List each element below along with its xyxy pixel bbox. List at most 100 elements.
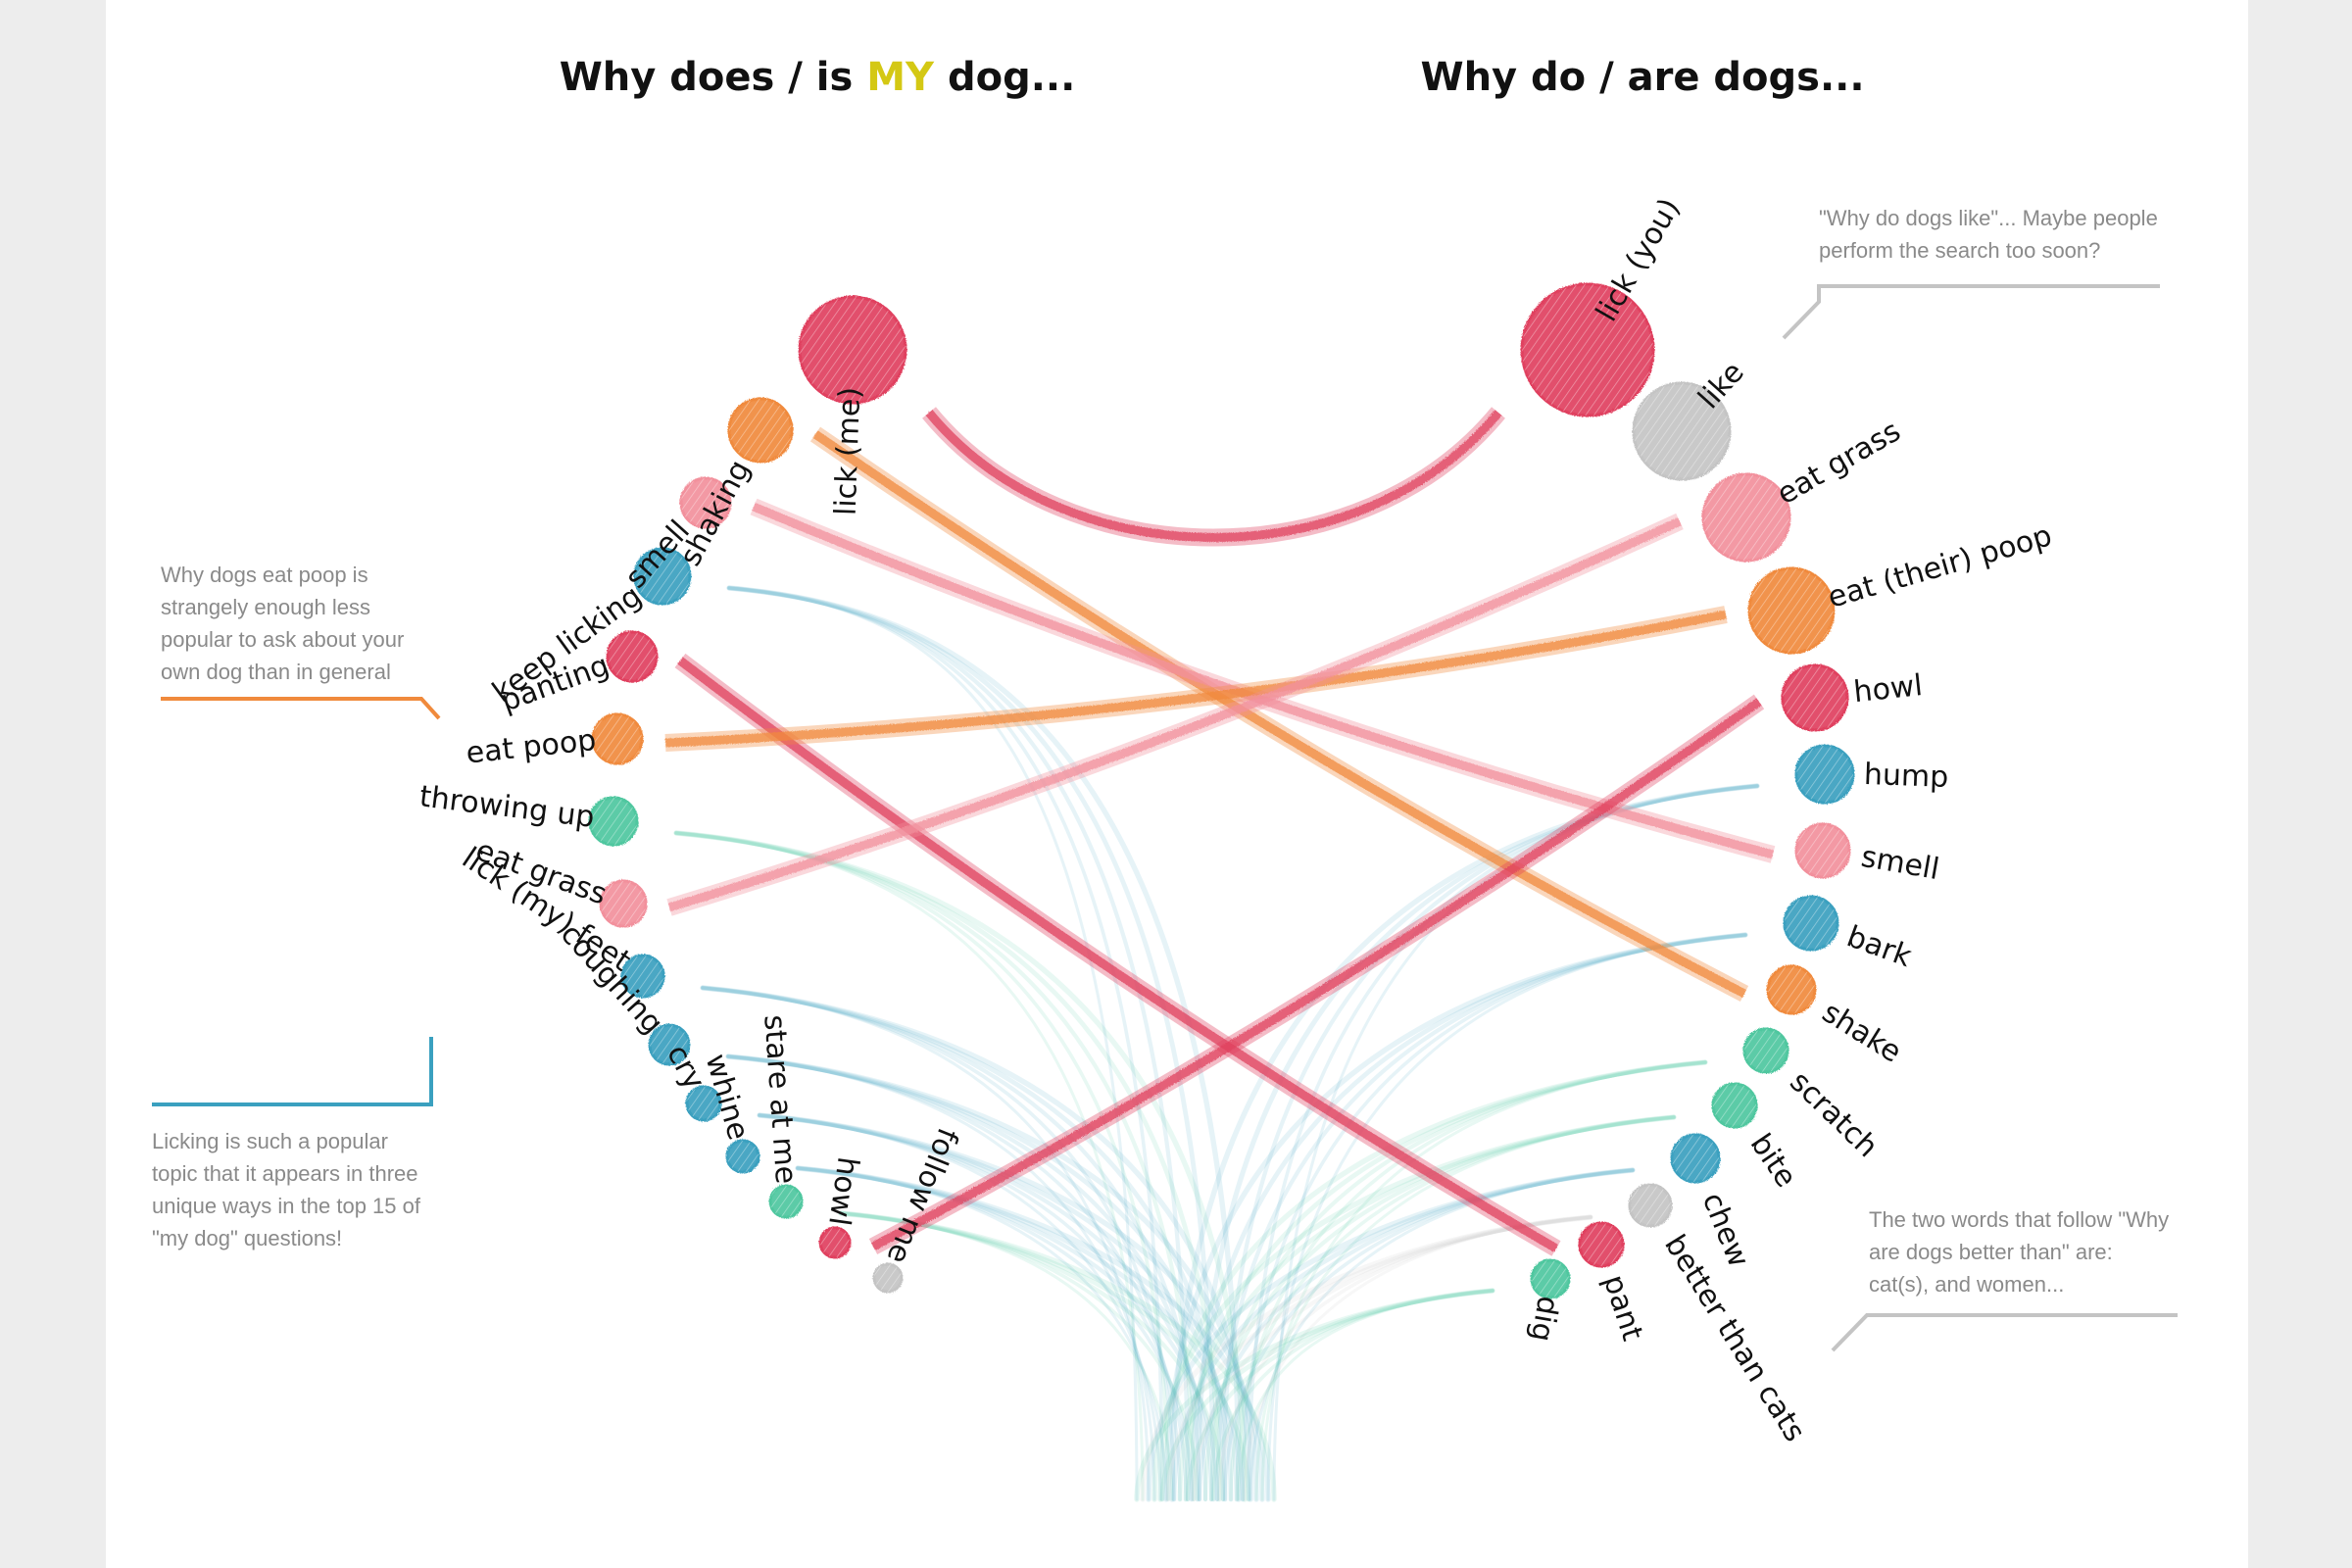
faded-arc <box>726 585 1242 1502</box>
left-node-hatch <box>635 549 690 604</box>
right-node-pant <box>1578 1221 1625 1268</box>
right-node-hatch <box>1796 824 1849 877</box>
faded-arc <box>757 1112 1214 1502</box>
faded-arc <box>1241 933 1747 1501</box>
left-label-stare-at-me: stare at me <box>757 1013 803 1185</box>
right-node-hatch <box>1768 966 1815 1013</box>
faded-arc <box>1202 1114 1677 1502</box>
faded-arc <box>700 985 1202 1502</box>
faded-arc <box>758 1113 1188 1501</box>
faded-arc <box>839 1211 1200 1501</box>
connection-howl-to-howl <box>868 694 1765 1254</box>
faded-arc <box>674 831 1170 1501</box>
left-node-hatch <box>622 956 663 997</box>
right-label-howl: howl <box>1852 668 1925 710</box>
left-node-coughing <box>648 1023 691 1066</box>
connection-panting-to-pant <box>674 653 1561 1256</box>
annotation-line: unique ways in the top 15 of <box>152 1194 421 1218</box>
connection-eat-grass-to-eat-grass <box>666 513 1684 916</box>
faded-arc <box>1140 1214 1593 1502</box>
faded-arc <box>1169 783 1760 1502</box>
connection-arc <box>667 516 1682 912</box>
right-label-bark: bark <box>1842 919 1917 974</box>
faded-arc <box>726 585 1191 1502</box>
faded-arc <box>1243 1215 1592 1501</box>
right-node-dig <box>1530 1258 1571 1299</box>
faded-arc <box>726 585 1216 1502</box>
annotation-line: "Why do dogs like"... Maybe people <box>1819 206 2158 230</box>
left-node-eat-poop <box>591 712 644 765</box>
right-node-hatch <box>1580 1223 1623 1266</box>
faded-arc <box>1191 1214 1593 1502</box>
left-node-eat-grass <box>599 879 648 928</box>
right-label-eat-their-poop: eat (their) poop <box>1824 518 2055 615</box>
faded-arc <box>1237 1289 1494 1501</box>
left-node-panting <box>606 630 659 683</box>
left-node-hatch <box>727 1141 759 1172</box>
right-node-hatch <box>1703 474 1789 561</box>
right-node-bite <box>1711 1082 1758 1129</box>
left-title: Why does / is MY dog... <box>560 55 1076 100</box>
annotation-leader-line <box>1831 1313 2178 1352</box>
right-node-bark <box>1783 895 1839 952</box>
left-node-lick-me <box>798 295 907 405</box>
faded-arc <box>725 1054 1234 1502</box>
right-node-hatch <box>1630 1185 1671 1226</box>
left-label-eat-poop: eat poop <box>465 723 598 771</box>
left-node-throwing-up <box>588 796 639 847</box>
right-node-scratch <box>1742 1027 1789 1074</box>
annotation-licking-note: Licking is such a popular topic that it a… <box>152 1037 433 1250</box>
right-label-dig: dig <box>1524 1294 1566 1345</box>
left-node-hatch <box>593 714 642 763</box>
right-node-hump <box>1794 744 1855 805</box>
left-node-stare-at-me <box>768 1184 804 1219</box>
right-node-like <box>1632 381 1732 481</box>
annotation-line: cat(s), and women... <box>1869 1272 2064 1297</box>
faded-arc <box>1217 1215 1592 1501</box>
annotation-line: perform the search too soon? <box>1819 238 2100 263</box>
faded-arc <box>795 1165 1246 1502</box>
faded-arc <box>1165 1214 1593 1502</box>
connection-arc <box>870 698 1762 1250</box>
faded-arc <box>1177 1114 1677 1502</box>
annotation-line: popular to ask about your <box>161 627 404 652</box>
right-title: Why do / are dogs... <box>1420 55 1864 100</box>
faded-arc <box>1220 783 1760 1502</box>
right-node-howl <box>1781 663 1849 732</box>
left-title-suffix: dog... <box>934 55 1075 100</box>
faded-arc <box>725 1054 1208 1502</box>
faded-arc <box>757 1112 1240 1502</box>
faded-arc <box>1189 932 1748 1502</box>
annotation-line: Licking is such a popular <box>152 1129 388 1153</box>
faded-arc <box>795 1165 1271 1502</box>
faded-arc <box>673 830 1197 1502</box>
left-node-shaking <box>727 397 794 464</box>
faded-arc <box>839 1211 1174 1501</box>
right-node-eat-their-poop <box>1747 566 1836 655</box>
right-node-lick-you <box>1520 282 1655 417</box>
right-node-hatch <box>1532 1260 1569 1298</box>
annotation-leader-line <box>1782 284 2160 340</box>
faded-arc <box>673 830 1222 1502</box>
faded-arc <box>1266 933 1747 1501</box>
left-label-throwing-up: throwing up <box>417 779 596 835</box>
annotation-leader-line <box>161 697 441 720</box>
right-node-hatch <box>1796 746 1853 803</box>
right-node-hatch <box>1744 1029 1788 1072</box>
faded-arc <box>1197 1167 1636 1502</box>
left-node-hatch <box>820 1228 850 1257</box>
left-node-hatch <box>729 399 792 462</box>
left-node-keep-licking <box>633 547 692 606</box>
connection-arc-halo <box>868 694 1765 1254</box>
annotation-line: are dogs better than" are: <box>1869 1240 2113 1264</box>
faded-arc <box>1208 1059 1708 1502</box>
annotation-line: The two words that follow "Why <box>1869 1207 2169 1232</box>
faded-arc <box>795 1165 1220 1502</box>
connection-arcs <box>664 407 1776 1256</box>
connection-arc <box>812 430 1747 998</box>
left-node-hatch <box>681 478 730 527</box>
faded-arc <box>1146 1167 1636 1502</box>
right-node-hatch <box>1749 568 1834 653</box>
connection-arc <box>664 610 1727 748</box>
faded-arc <box>1195 783 1760 1502</box>
